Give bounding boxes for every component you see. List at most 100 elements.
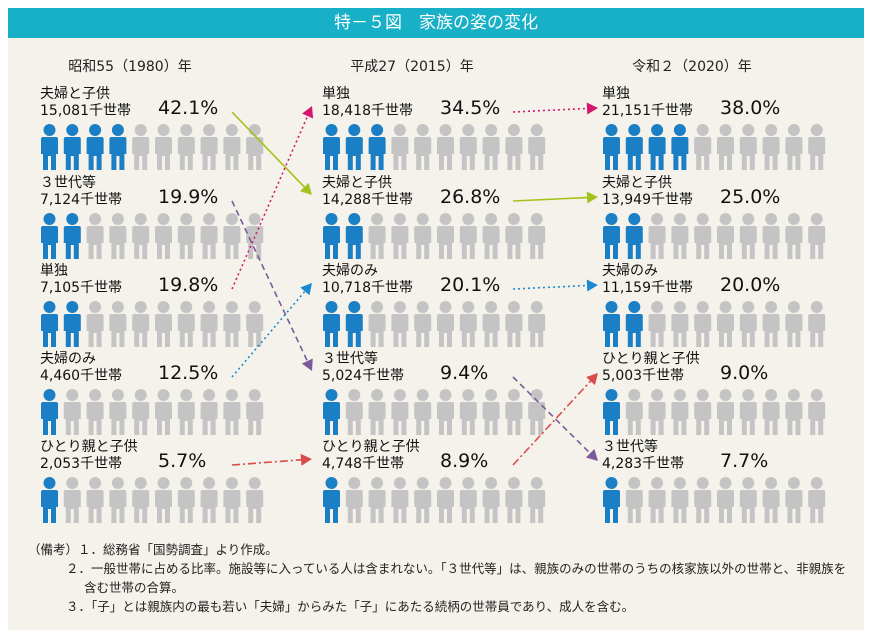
person-icon-empty [391, 301, 409, 347]
person-icon-empty [648, 477, 666, 523]
arrow-head [586, 373, 598, 386]
person-icon-empty [717, 389, 734, 435]
person-icon-empty [391, 124, 409, 170]
percent-label: 9.4% [440, 362, 489, 384]
person-icon-empty [785, 213, 803, 259]
notes: （備考）１．総務省「国勢調査」より作成。 ２．一般世帯に占める比率。施設等に入っ… [28, 540, 854, 616]
person-icon-empty [414, 213, 432, 259]
arrow-head [586, 102, 598, 115]
person-icon-empty [368, 213, 386, 259]
person-icon-row [323, 301, 546, 347]
person-icon-empty [739, 124, 757, 170]
person-icon-empty [505, 477, 523, 523]
person-icon-row [41, 389, 264, 435]
category-name: 夫婦のみ [40, 351, 96, 367]
person-icon-empty [762, 301, 780, 347]
category-label: 単独 21,151千世帯 [602, 86, 693, 120]
person-icon-filled [323, 301, 340, 347]
person-icon-empty [86, 389, 104, 435]
percent-label: 5.7% [158, 450, 207, 472]
person-icon-empty [671, 213, 689, 259]
arrow-line [231, 290, 306, 378]
arrow-line [512, 380, 592, 466]
person-icon-filled [41, 213, 58, 259]
person-icon-empty [482, 477, 500, 523]
percent-label: 12.5% [158, 362, 219, 384]
person-icon-empty [246, 301, 264, 347]
household-count: 14,288千世帯 [322, 192, 413, 208]
category-name: 夫婦のみ [602, 263, 658, 279]
person-icon-row [41, 124, 264, 170]
person-icon-empty [762, 213, 780, 259]
person-icon-empty [694, 301, 712, 347]
category-name: ひとり親と子供 [322, 439, 420, 455]
person-icon-filled [323, 389, 340, 435]
person-icon-row [603, 389, 826, 435]
person-icon-empty [459, 477, 477, 523]
household-count: 5,003千世帯 [602, 368, 685, 384]
household-count: 5,024千世帯 [322, 368, 405, 384]
category-label: 夫婦のみ 11,159千世帯 [602, 263, 693, 297]
person-icon-filled [368, 124, 386, 170]
arrow-line [231, 115, 309, 290]
arrow-line [512, 196, 588, 202]
category-label: 夫婦のみ 10,718千世帯 [322, 263, 413, 297]
household-count: 15,081千世帯 [40, 103, 131, 119]
category-label: ひとり親と子供 5,003千世帯 [602, 351, 700, 385]
person-icon-filled [41, 124, 58, 170]
person-icon-empty [739, 301, 757, 347]
person-icon-empty [246, 477, 264, 523]
person-icon-filled [625, 213, 643, 259]
person-icon-empty [808, 389, 826, 435]
person-icon-empty [785, 477, 803, 523]
person-icon-empty [482, 301, 500, 347]
person-icon-empty [414, 477, 432, 523]
person-icon-empty [177, 477, 195, 523]
category-name: 単独 [40, 263, 68, 279]
category-label: ３世代等 5,024千世帯 [322, 351, 404, 385]
person-icon-empty [368, 389, 386, 435]
person-icon-empty [63, 389, 81, 435]
person-icon-empty [155, 477, 172, 523]
person-icon-filled [109, 124, 127, 170]
percent-label: 20.1% [440, 274, 501, 296]
household-count: 18,418千世帯 [322, 103, 413, 119]
person-icon-empty [109, 301, 127, 347]
person-icon-filled [63, 301, 81, 347]
person-icon-empty [368, 301, 386, 347]
arrow-head [300, 283, 312, 296]
figure-title: 特－５図 家族の姿の変化 [8, 8, 864, 38]
person-icon-empty [86, 477, 104, 523]
percent-label: 19.9% [158, 186, 219, 208]
person-icon-filled [41, 301, 58, 347]
percent-label: 25.0% [720, 186, 781, 208]
percent-label: 42.1% [158, 97, 219, 119]
person-icon-row [603, 477, 826, 523]
person-icon-row [323, 213, 546, 259]
person-icon-empty [132, 124, 150, 170]
person-icon-empty [785, 389, 803, 435]
household-count: 10,718千世帯 [322, 280, 413, 296]
person-icon-empty [223, 477, 241, 523]
category-name: ３世代等 [602, 439, 658, 455]
person-icon-empty [808, 477, 826, 523]
person-icon-row [323, 477, 546, 523]
person-icon-empty [155, 301, 172, 347]
notes-label: （備考） [28, 542, 79, 557]
person-icon-empty [482, 124, 500, 170]
percent-label: 9.0% [720, 362, 769, 384]
person-icon-empty [648, 301, 666, 347]
person-icon-empty [437, 477, 454, 523]
person-icon-row [41, 301, 264, 347]
arrow-head [300, 182, 312, 195]
category-label: 夫婦と子供 13,949千世帯 [602, 175, 693, 209]
category-name: 単独 [322, 86, 350, 102]
person-icon-empty [414, 389, 432, 435]
person-icon-row [603, 124, 826, 170]
person-icon-empty [109, 477, 127, 523]
category-name: ３世代等 [40, 175, 96, 191]
arrow-line [231, 200, 309, 362]
person-icon-empty [345, 477, 363, 523]
person-icon-filled [603, 124, 620, 170]
category-label: 単独 18,418千世帯 [322, 86, 413, 120]
